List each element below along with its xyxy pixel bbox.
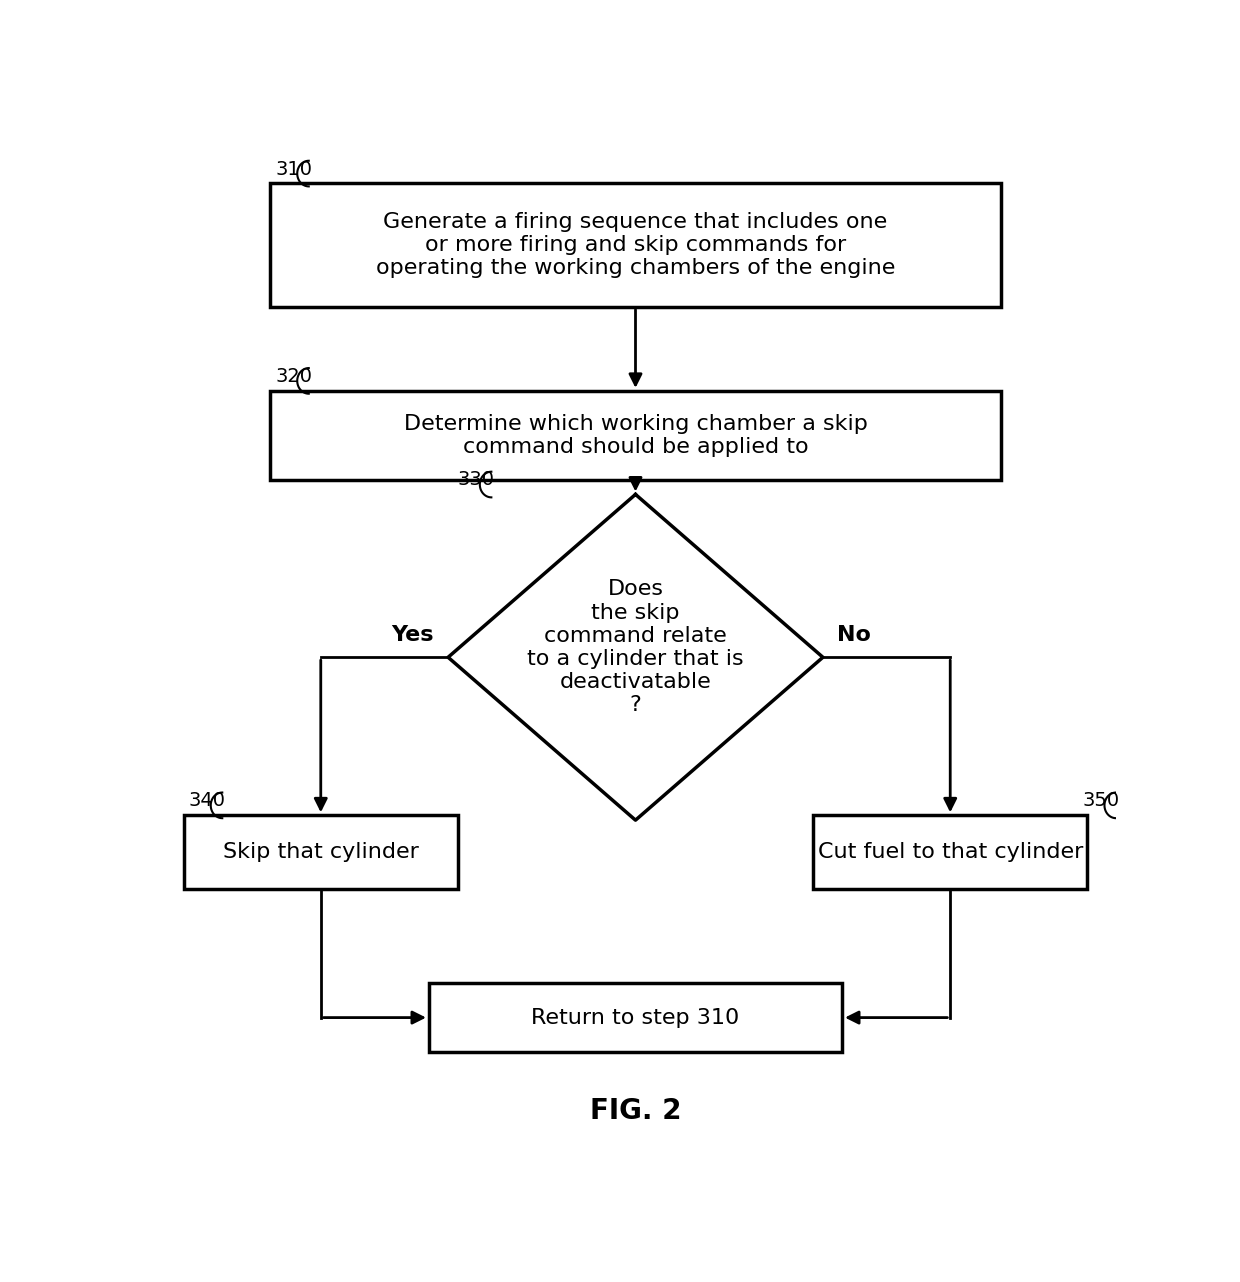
Bar (813, 815, 1087, 890)
Bar (270, 183, 1001, 306)
Text: 310: 310 (275, 159, 312, 178)
Text: Yes: Yes (391, 626, 434, 645)
Text: Return to step 310: Return to step 310 (532, 1008, 739, 1028)
Bar (429, 983, 842, 1053)
Text: 320: 320 (275, 367, 312, 386)
Text: No: No (837, 626, 872, 645)
Text: FIG. 2: FIG. 2 (590, 1097, 681, 1126)
Text: Skip that cylinder: Skip that cylinder (223, 842, 419, 863)
Text: 330: 330 (458, 470, 495, 490)
Text: Determine which working chamber a skip
command should be applied to: Determine which working chamber a skip c… (403, 414, 868, 456)
Text: Generate a firing sequence that includes one
or more firing and skip commands fo: Generate a firing sequence that includes… (376, 212, 895, 278)
Text: Cut fuel to that cylinder: Cut fuel to that cylinder (817, 842, 1083, 863)
Bar (270, 391, 1001, 479)
Bar (184, 815, 458, 890)
Text: Does
the skip
command relate
to a cylinder that is
deactivatable
?: Does the skip command relate to a cylind… (527, 579, 744, 715)
Text: 340: 340 (188, 791, 226, 810)
Text: 350: 350 (1083, 791, 1120, 810)
Polygon shape (448, 495, 823, 820)
